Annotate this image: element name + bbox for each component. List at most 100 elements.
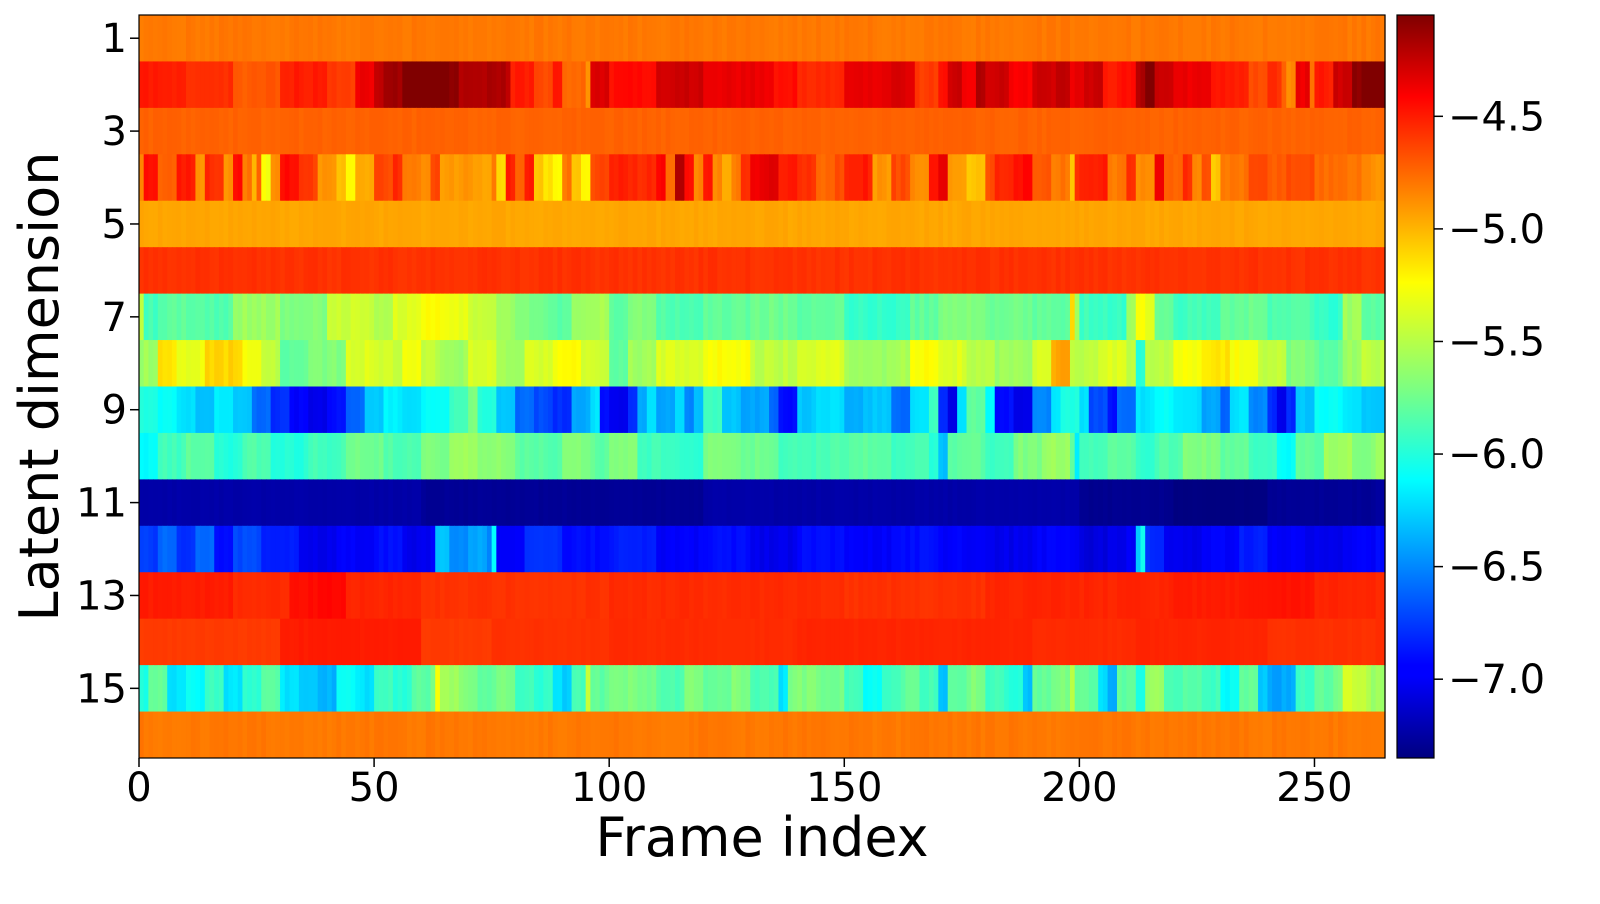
- heat-cell: [533, 479, 540, 527]
- heat-cell: [458, 340, 465, 387]
- heat-cell: [1370, 711, 1377, 759]
- heat-cell: [1008, 15, 1015, 62]
- heat-cell: [1352, 61, 1358, 109]
- heat-cell: [670, 61, 676, 109]
- heat-cell: [435, 200, 441, 248]
- heat-cell: [322, 572, 328, 620]
- heat-cell: [317, 107, 323, 155]
- heat-cell: [660, 525, 667, 573]
- heat-cell: [1065, 247, 1071, 295]
- heat-cell: [449, 386, 455, 434]
- heat-cell: [1159, 572, 1165, 620]
- heat-cell: [374, 386, 380, 434]
- heat-cell: [491, 15, 497, 62]
- heat-cell: [482, 15, 488, 62]
- heat-cell: [1234, 154, 1240, 202]
- heat-cell: [176, 340, 182, 387]
- heat-cell: [1060, 386, 1066, 434]
- heat-cell: [675, 293, 681, 341]
- heat-cell: [1215, 479, 1222, 527]
- heat-cell: [1243, 154, 1250, 202]
- heat-cell: [1333, 61, 1339, 109]
- heat-cell: [599, 665, 606, 712]
- heat-cell: [834, 15, 841, 62]
- heat-cell: [660, 572, 667, 620]
- heat-cell: [1173, 479, 1179, 527]
- heat-cell: [1192, 293, 1198, 341]
- heat-cell: [1229, 479, 1236, 527]
- heat-cell: [181, 247, 187, 295]
- heat-cell: [952, 107, 958, 155]
- heat-cell: [797, 107, 803, 155]
- heat-cell: [1135, 572, 1142, 620]
- heat-cell: [162, 15, 168, 62]
- heat-cell: [825, 386, 831, 434]
- heat-cell: [698, 572, 704, 620]
- heat-cell: [261, 200, 267, 248]
- heat-cell: [284, 247, 291, 295]
- heat-cell: [280, 61, 286, 109]
- heat-cell: [171, 200, 178, 248]
- heat-cell: [1079, 618, 1085, 666]
- heat-cell: [872, 293, 878, 341]
- heat-cell: [604, 711, 610, 759]
- heat-cell: [223, 386, 229, 434]
- heat-cell: [891, 293, 897, 341]
- heat-cell: [811, 711, 817, 759]
- heat-cell: [1300, 386, 1306, 434]
- heat-cell: [1309, 200, 1316, 248]
- heat-cell: [1041, 61, 1048, 109]
- heat-cell: [439, 293, 446, 341]
- heat-cell: [1323, 107, 1330, 155]
- heat-cell: [454, 200, 460, 248]
- heat-cell: [336, 618, 342, 666]
- heat-cell: [665, 154, 671, 202]
- heat-cell: [1225, 293, 1231, 341]
- heat-cell: [1187, 618, 1193, 666]
- heat-cell: [957, 293, 963, 341]
- heat-cell: [1060, 340, 1066, 387]
- heat-cell: [820, 61, 827, 109]
- heat-cell: [1239, 340, 1245, 387]
- heat-cell: [233, 665, 239, 712]
- heat-cell: [801, 61, 808, 109]
- heat-cell: [754, 665, 761, 712]
- heat-cell: [947, 525, 954, 573]
- heat-cell: [877, 386, 883, 434]
- heat-cell: [1159, 61, 1165, 109]
- heat-cell: [1248, 711, 1254, 759]
- heat-cell: [218, 107, 225, 155]
- heat-cell: [294, 525, 300, 573]
- heat-cell: [200, 154, 206, 202]
- heat-cell: [919, 15, 925, 62]
- heat-cell: [1192, 618, 1198, 666]
- heat-cell: [167, 247, 173, 295]
- heat-cell: [900, 711, 907, 759]
- heat-cell: [317, 293, 323, 341]
- heat-cell: [519, 618, 526, 666]
- heat-cell: [186, 711, 192, 759]
- heat-cell: [863, 432, 869, 480]
- heat-cell: [482, 525, 488, 573]
- heat-cell: [1215, 386, 1222, 434]
- heat-cell: [910, 15, 916, 62]
- heat-cell: [378, 15, 385, 62]
- heat-cell: [1168, 479, 1175, 527]
- heat-cell: [482, 107, 488, 155]
- heat-cell: [223, 479, 229, 527]
- heat-cell: [280, 15, 286, 62]
- heat-cell: [317, 340, 323, 387]
- heat-cell: [1201, 711, 1207, 759]
- heat-cell: [407, 432, 413, 480]
- heat-cell: [628, 61, 634, 109]
- heat-cell: [722, 200, 728, 248]
- heat-cell: [1192, 479, 1198, 527]
- heat-cell: [980, 107, 986, 155]
- heat-cell: [317, 711, 323, 759]
- heat-cell: [1008, 618, 1015, 666]
- heat-cell: [919, 665, 925, 712]
- heat-cell: [519, 572, 526, 620]
- heat-cell: [153, 525, 159, 573]
- heat-cell: [999, 154, 1005, 202]
- heat-cell: [1154, 432, 1160, 480]
